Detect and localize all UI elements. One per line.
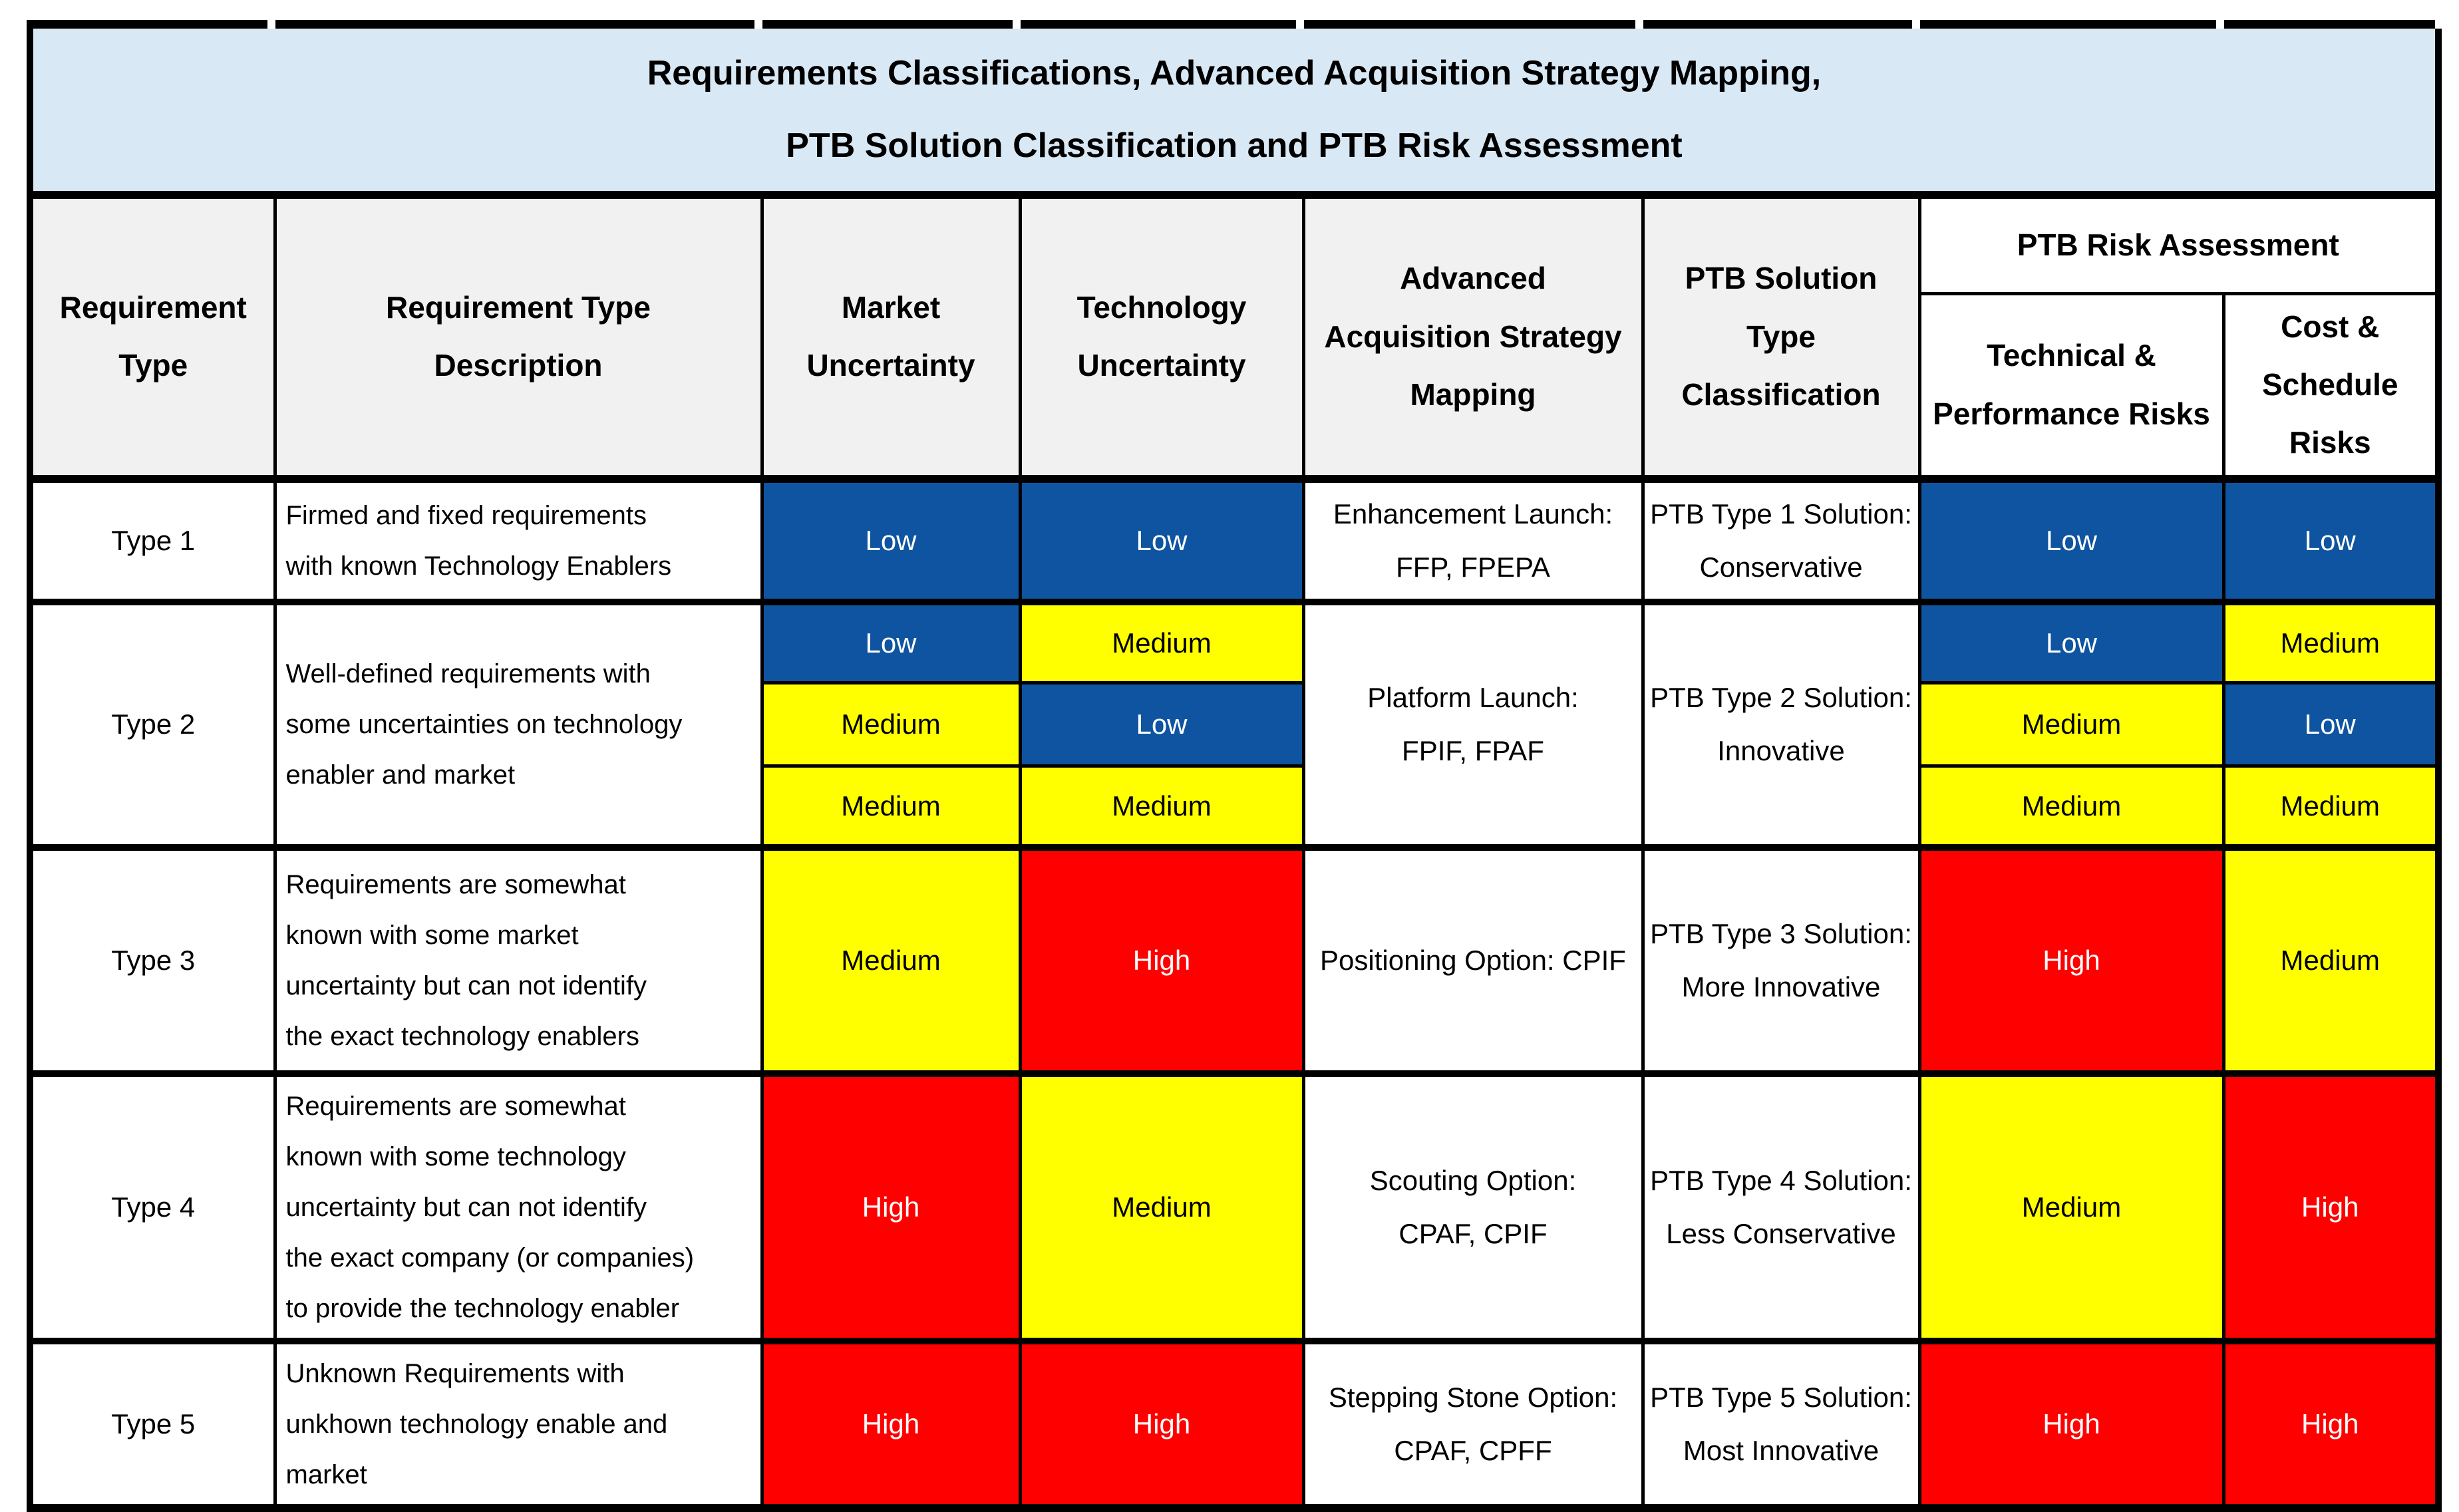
type-4-solution-cell: PTB Type 4 Solution: Less Conservative <box>1641 1070 1921 1343</box>
header-ptb-solution-type: PTB Solution Type Classification <box>1641 193 1921 481</box>
top-border-tick <box>27 20 267 29</box>
type-1-label-cell: Type 1 <box>28 474 277 604</box>
table-row-type-5: Type 5 Unknown Requirements with unkhown… <box>28 1337 2440 1510</box>
type-3-solution-cell: PTB Type 3 Solution: More Innovative <box>1641 843 1921 1076</box>
type-2-technology-uncertainty-cell: Low <box>1018 681 1305 768</box>
header-acquisition-strategy-mapping: Advanced Acquisition Strategy Mapping <box>1301 193 1645 481</box>
top-border-tick <box>1021 20 1296 29</box>
header-requirement-type: Requirement Type <box>28 193 277 481</box>
type-2-cost-risk-cell: Low <box>2221 681 2440 768</box>
requirements-classification-figure: Requirements Classifications, Advanced A… <box>27 20 2442 1512</box>
header-ptb-risk-assessment: PTB Risk Assessment <box>1917 193 2440 295</box>
type-2-technical-risk-cell: Medium <box>1917 764 2225 849</box>
type-5-cost-risk-cell: High <box>2221 1337 2440 1510</box>
top-border-tick <box>2224 20 2435 29</box>
type-4-label-cell: Type 4 <box>28 1070 277 1343</box>
table-row-type-2: Type 2 Well-defined requirements with so… <box>28 598 2440 849</box>
type-4-technical-risk-cell: Medium <box>1917 1070 2225 1343</box>
table-title: Requirements Classifications, Advanced A… <box>28 29 2440 199</box>
type-3-cost-risk-cell: Medium <box>2221 843 2440 1076</box>
type-3-acquisition-mapping-cell: Positioning Option: CPIF <box>1301 843 1645 1076</box>
top-border-tick <box>1643 20 1912 29</box>
table-row-type-4: Type 4 Requirements are somewhat known w… <box>28 1070 2440 1343</box>
type-1-acquisition-mapping-cell: Enhancement Launch: FFP, FPEPA <box>1301 474 1645 604</box>
type-2-description-cell: Well-defined requirements with some unce… <box>273 598 764 849</box>
type-4-description-cell: Requirements are somewhat known with som… <box>273 1070 764 1343</box>
type-4-acquisition-mapping-cell: Scouting Option: CPAF, CPIF <box>1301 1070 1645 1343</box>
type-3-technical-risk-cell: High <box>1917 843 2225 1076</box>
requirements-table: Requirements Classifications, Advanced A… <box>27 29 2442 1512</box>
type-1-technology-uncertainty-cell: Low <box>1018 474 1305 604</box>
top-border-tick <box>1304 20 1635 29</box>
type-1-cost-risk-cell: Low <box>2221 474 2440 604</box>
type-5-solution-cell: PTB Type 5 Solution: Most Innovative <box>1641 1337 1921 1510</box>
type-1-description-cell: Firmed and fixed requirements with known… <box>273 474 764 604</box>
type-3-market-uncertainty-cell: Medium <box>760 843 1022 1076</box>
type-3-technology-uncertainty-cell: High <box>1018 843 1305 1076</box>
table-subrow-type-2: Medium Low Medium Low <box>30 681 2440 768</box>
type-5-acquisition-mapping-cell: Stepping Stone Option: CPAF, CPFF <box>1301 1337 1645 1510</box>
header-technology-uncertainty: Technology Uncertainty <box>1018 193 1305 481</box>
type-5-market-uncertainty-cell: High <box>760 1337 1022 1510</box>
top-border-tick <box>762 20 1013 29</box>
type-2-technology-uncertainty-cell: Medium <box>1018 764 1305 849</box>
top-border-tick <box>275 20 754 29</box>
type-1-solution-cell: PTB Type 1 Solution: Conservative <box>1641 474 1921 604</box>
type-2-cost-risk-cell: Medium <box>2221 764 2440 849</box>
type-2-solution-cell: PTB Type 2 Solution: Innovative <box>1641 598 1921 849</box>
type-3-label-cell: Type 3 <box>28 843 277 1076</box>
header-requirement-type-description: Requirement Type Description <box>273 193 764 481</box>
header-cost-schedule-risks: Cost & Schedule Risks <box>2221 291 2440 481</box>
type-1-technical-risk-cell: Low <box>1917 474 2225 604</box>
table-subrow-type-2: Medium Medium Medium Medium <box>30 764 2440 849</box>
type-2-market-uncertainty-cell: Medium <box>760 764 1022 849</box>
type-5-label-cell: Type 5 <box>28 1337 277 1510</box>
type-1-market-uncertainty-cell: Low <box>760 474 1022 604</box>
type-2-market-uncertainty-cell: Medium <box>760 681 1022 768</box>
type-4-cost-risk-cell: High <box>2221 1070 2440 1343</box>
type-3-description-cell: Requirements are somewhat known with som… <box>273 843 764 1076</box>
type-2-technical-risk-cell: Medium <box>1917 681 2225 768</box>
type-5-description-cell: Unknown Requirements with unkhown techno… <box>273 1337 764 1510</box>
header-market-uncertainty: Market Uncertainty <box>760 193 1022 481</box>
table-row-type-3: Type 3 Requirements are somewhat known w… <box>28 843 2440 1076</box>
type-4-technology-uncertainty-cell: Medium <box>1018 1070 1305 1343</box>
table-top-border-ticks <box>27 20 2435 29</box>
top-border-tick <box>1920 20 2216 29</box>
type-2-technology-uncertainty-cell: Medium <box>1018 598 1305 685</box>
type-4-market-uncertainty-cell: High <box>760 1070 1022 1343</box>
type-2-label-cell: Type 2 <box>28 598 277 849</box>
type-5-technical-risk-cell: High <box>1917 1337 2225 1510</box>
type-2-acquisition-mapping-cell: Platform Launch: FPIF, FPAF <box>1301 598 1645 849</box>
type-2-market-uncertainty-cell: Low <box>760 598 1022 685</box>
type-2-cost-risk-cell: Medium <box>2221 598 2440 685</box>
type-2-technical-risk-cell: Low <box>1917 598 2225 685</box>
table-row-type-1: Type 1 Firmed and fixed requirements wit… <box>28 474 2440 604</box>
type-5-technology-uncertainty-cell: High <box>1018 1337 1305 1510</box>
header-technical-performance-risks: Technical & Performance Risks <box>1917 291 2225 481</box>
